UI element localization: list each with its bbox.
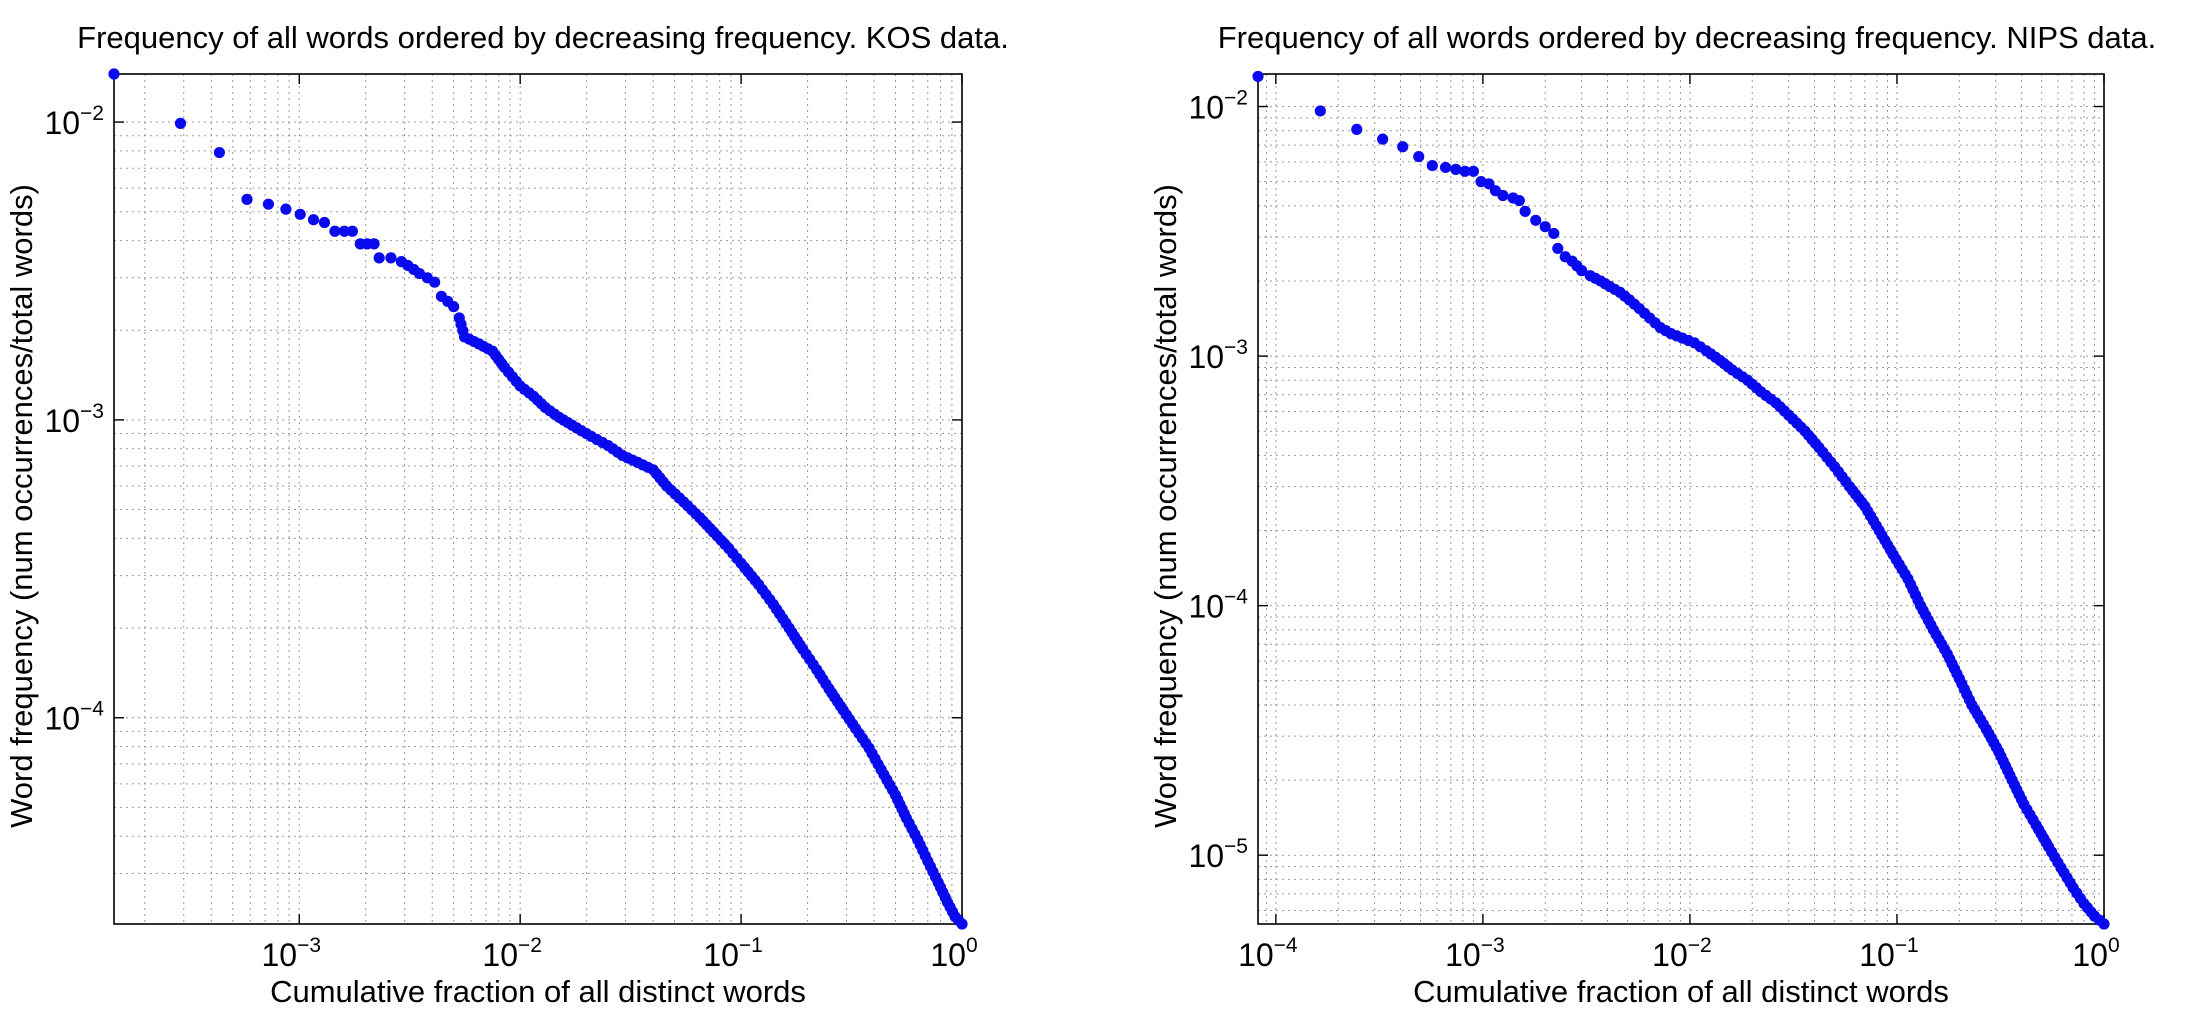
x-tick-label: 10−3 — [261, 934, 321, 973]
x-tick-label: 10−1 — [1859, 934, 1919, 973]
x-tick-label: 10−1 — [703, 934, 763, 973]
data-point — [108, 68, 120, 80]
data-point — [1576, 265, 1588, 277]
data-point — [1439, 161, 1452, 174]
x-axis-label: Cumulative fraction of all distinct word… — [1413, 974, 1949, 1009]
x-tick-label: 10−3 — [1445, 934, 1505, 973]
plot-frame — [1257, 73, 2105, 925]
data-point — [956, 918, 968, 930]
data-point — [429, 276, 441, 288]
data-point — [1377, 133, 1389, 145]
data-point — [1426, 159, 1438, 172]
y-tick-label: 10−3 — [44, 400, 104, 439]
data-point — [1519, 205, 1531, 217]
y-tick-label: 10−4 — [44, 698, 104, 737]
data-point — [346, 225, 359, 237]
chart-title: Frequency of all words ordered by decrea… — [1218, 20, 2157, 55]
data-point — [2098, 918, 2110, 930]
data-point — [329, 225, 341, 237]
data-point — [280, 203, 292, 215]
data-point — [385, 252, 397, 264]
data-point — [1314, 105, 1326, 117]
data-point — [1513, 194, 1525, 207]
data-point — [318, 216, 331, 229]
plot-frame — [113, 73, 963, 925]
y-axis-label: Word frequency (num occurrences/total wo… — [4, 184, 39, 828]
data-point — [1467, 165, 1480, 177]
data-point — [448, 301, 460, 313]
y-tick-label: 10−3 — [1188, 336, 1248, 375]
chart-title: Frequency of all words ordered by decrea… — [77, 20, 1009, 55]
data-point — [1459, 165, 1471, 177]
data-point — [307, 214, 320, 226]
data-point — [373, 252, 385, 264]
data-point — [1539, 221, 1551, 233]
x-tick-label: 10−2 — [1652, 934, 1712, 973]
data-point — [368, 238, 380, 250]
data-point — [1552, 242, 1564, 255]
data-point — [213, 146, 226, 159]
data-point — [1548, 227, 1560, 240]
x-axis-label: Cumulative fraction of all distinct word… — [270, 974, 806, 1009]
x-tick-label: 100 — [2072, 934, 2119, 973]
data-point — [1397, 141, 1409, 153]
kos-chart: Frequency of all words ordered by decrea… — [4, 20, 1009, 1009]
y-tick-label: 10−4 — [1188, 586, 1248, 625]
data-point — [338, 225, 350, 237]
data-point — [1530, 214, 1542, 226]
data-point — [241, 193, 253, 205]
data-point — [174, 117, 187, 129]
y-tick-label: 10−5 — [1188, 835, 1248, 874]
y-tick-label: 10−2 — [1188, 87, 1248, 126]
data-point — [294, 208, 306, 220]
nips-chart: Frequency of all words ordered by decrea… — [1148, 20, 2156, 1009]
data-point — [1351, 123, 1363, 135]
data-point — [1252, 70, 1264, 83]
y-tick-label: 10−2 — [44, 102, 104, 141]
x-tick-label: 10−2 — [482, 934, 542, 973]
y-axis-label: Word frequency (num occurrences/total wo… — [1148, 184, 1183, 828]
x-tick-label: 100 — [930, 934, 977, 973]
data-point — [1497, 189, 1509, 202]
data-point — [262, 198, 275, 210]
x-tick-label: 10−4 — [1238, 934, 1298, 973]
data-point — [1413, 151, 1425, 163]
data-point — [1450, 163, 1462, 175]
